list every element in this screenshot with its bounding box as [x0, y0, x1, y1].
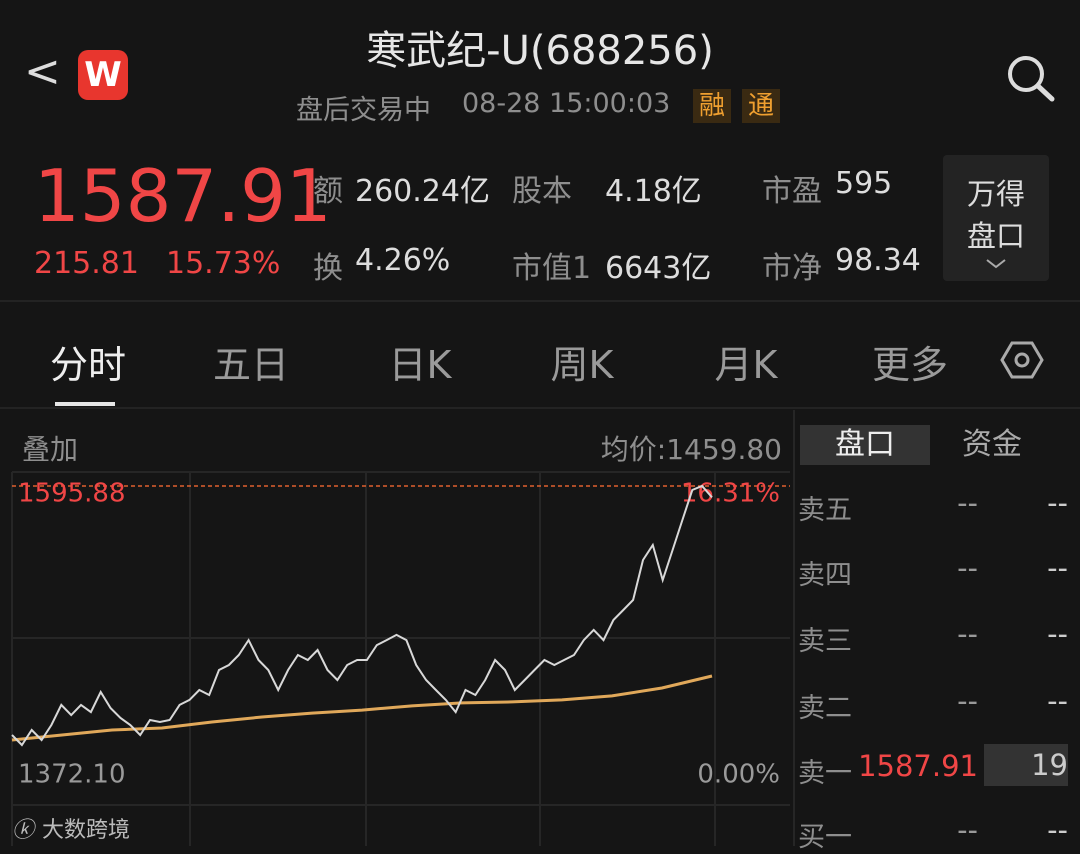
watermark-text: 大数跨境 [42, 818, 131, 843]
book-label: 卖一 [798, 758, 852, 789]
tab[interactable]: 分时 [49, 343, 126, 387]
y-tick-label: 1372.10 [18, 760, 126, 790]
intraday-chart: 1372.10 1595.88 0.00% 16.31% [11, 471, 790, 846]
tab[interactable]: 周K [550, 343, 614, 387]
book-volume: -- [1047, 617, 1068, 651]
search-icon[interactable] [1004, 52, 1058, 104]
watermark-logo: ⓚ [12, 818, 35, 843]
stat-label: 股本 [512, 174, 572, 209]
avg-price: 均价:1459.80 [600, 433, 782, 466]
watermark: ⓚ 大数跨境 [12, 812, 130, 844]
divider [0, 407, 1080, 409]
chevron [986, 259, 1006, 269]
price-line [11, 484, 713, 747]
trade-time: 08-28 15:00:03 [462, 88, 671, 119]
stat-label: 换 [313, 251, 343, 286]
y-tick-label: 1595.88 [18, 479, 126, 509]
stat-value: 98.34 [835, 243, 921, 278]
stat-value: 260.24亿 [355, 174, 490, 209]
stat-label: 额 [313, 174, 343, 209]
stat-value: 6643亿 [605, 251, 712, 286]
overlay-button[interactable]: 叠加 [22, 433, 79, 466]
stock-title: 寒武纪-U(688256) [366, 28, 714, 74]
stat-label: 市净 [762, 251, 822, 286]
stat-value: 595 [835, 166, 893, 201]
divider [793, 410, 795, 846]
button-text: 盘口 [966, 219, 1025, 253]
divider [0, 300, 1080, 302]
book-volume: 19 [984, 744, 1068, 786]
book-tab[interactable]: 资金 [962, 427, 1022, 462]
book-label: 卖二 [798, 693, 852, 724]
stat-label: 市值1 [512, 251, 592, 286]
badge[interactable]: 通 [742, 89, 780, 123]
price-change-pct: 15.73% [166, 246, 281, 281]
book-label: 卖五 [798, 495, 852, 526]
back-button[interactable]: < [24, 46, 61, 97]
book-price: 1587.91 [858, 749, 978, 783]
app-logo[interactable]: W [78, 50, 128, 100]
stat-value: 4.18亿 [605, 174, 702, 209]
book-price: -- [957, 813, 978, 847]
stat-value: 4.26% [355, 243, 451, 278]
settings-icon[interactable] [1000, 338, 1044, 382]
tab[interactable]: 五日 [212, 343, 289, 387]
trade-status: 盘后交易中 [296, 95, 431, 126]
tab[interactable]: 更多 [871, 343, 948, 387]
avg-line [11, 674, 713, 742]
button-text: 万得 [966, 177, 1025, 211]
book-volume: -- [1047, 486, 1068, 520]
stat-label: 市盈 [762, 174, 822, 209]
tab[interactable]: 日K [388, 343, 452, 387]
book-volume: -- [1047, 684, 1068, 718]
book-tab-active[interactable]: 盘口 [800, 425, 930, 465]
panel-button[interactable]: 万得 盘口 [943, 155, 1049, 281]
badge[interactable]: 融 [693, 89, 731, 123]
book-label: 买一 [798, 822, 852, 853]
book-label: 卖四 [798, 560, 852, 591]
book-volume: -- [1047, 813, 1068, 847]
last-price: 1587.91 [34, 154, 332, 238]
book-price: -- [957, 551, 978, 585]
tab[interactable]: 月K [714, 343, 778, 387]
book-volume: -- [1047, 551, 1068, 585]
book-price: -- [957, 684, 978, 718]
book-price: -- [957, 486, 978, 520]
tab-indicator [55, 402, 115, 406]
y2-tick-label: 0.00% [697, 760, 780, 790]
price-change: 215.81 [34, 246, 139, 281]
y2-tick-label: 16.31% [681, 479, 780, 509]
book-label: 卖三 [798, 626, 852, 657]
book-price: -- [957, 617, 978, 651]
